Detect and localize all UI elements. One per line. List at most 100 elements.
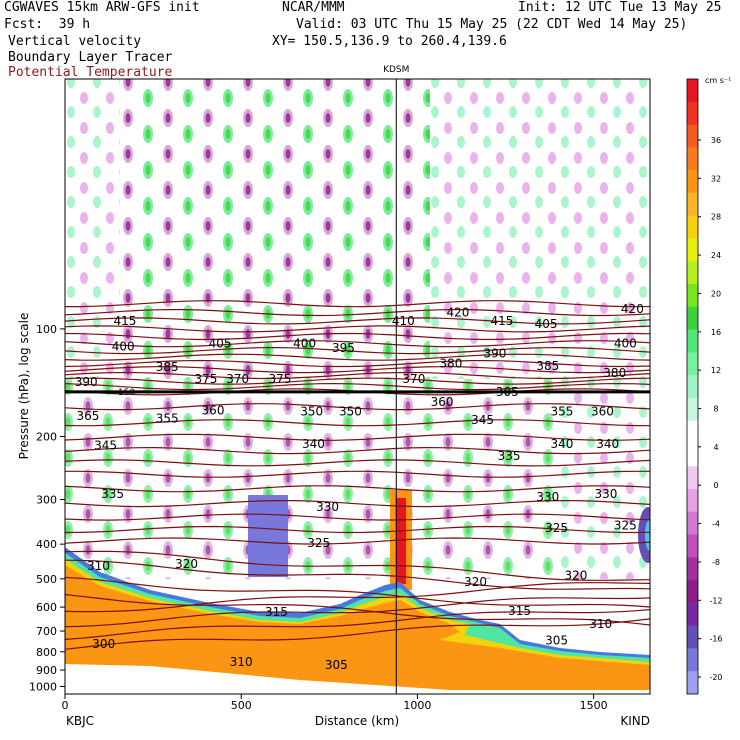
theta-label: 355 <box>156 411 179 425</box>
theta-label: 325 <box>614 519 637 533</box>
theta-label: 305 <box>545 634 568 648</box>
theta-label: 325 <box>307 536 330 550</box>
isentrope-line <box>65 433 650 441</box>
theta-label: 315 <box>265 605 288 619</box>
theta-label: 400 <box>112 339 135 353</box>
theta-label: 335 <box>101 487 124 501</box>
east-edge-feature-core <box>645 519 650 551</box>
colorbar-swatch <box>687 147 698 171</box>
theta-label: 350 <box>300 404 323 418</box>
theta-label: 375 <box>269 372 292 386</box>
valid-time: Valid: 03 UTC Thu 15 May 25 (22 CDT Wed … <box>296 17 688 32</box>
isentrope-line <box>65 525 650 534</box>
isentrope-line <box>65 597 650 628</box>
colorbar-swatch <box>687 511 698 536</box>
colorbar-swatch <box>687 625 698 649</box>
isentrope-line <box>65 353 650 361</box>
theta-label: 340 <box>302 437 325 451</box>
field-potential-temperature: Potential Temperature <box>8 65 173 80</box>
theta-label: 305 <box>325 658 348 672</box>
terrain <box>65 664 650 694</box>
theta-label: 310 <box>87 559 110 573</box>
colorbar-swatch <box>687 420 698 444</box>
init-time: Init: 12 UTC Tue 13 May 25 <box>518 0 722 15</box>
colorbar-swatch <box>687 352 698 376</box>
theta-label: 345 <box>94 439 117 453</box>
y-tick-label: 600 <box>36 601 57 614</box>
colorbar-swatch <box>687 648 698 672</box>
isentrope-line <box>65 300 650 308</box>
theta-label: 410 <box>392 314 415 328</box>
colorbar-label: -20 <box>709 673 722 682</box>
theta-label: 360 <box>431 395 454 409</box>
y-axis: 100 200 300 400 500 600 700 800 900 1000 <box>29 323 65 693</box>
plot-area <box>65 79 650 694</box>
theta-label: 320 <box>464 575 487 589</box>
theta-label: 370 <box>402 372 425 386</box>
colorbar-swatch <box>687 671 698 695</box>
colorbar-label: 4 <box>713 443 718 452</box>
y-tick-label: 200 <box>36 431 57 444</box>
tropopause-label: 150 <box>118 388 135 398</box>
colorbar-label: -8 <box>712 558 720 567</box>
y-tick-label: 800 <box>36 646 57 659</box>
theta-label: 375 <box>195 372 218 386</box>
theta-label: 380 <box>439 357 462 371</box>
x-axis-title: Distance (km) <box>315 714 399 728</box>
upper-wave-field-central <box>330 79 430 379</box>
x-tick-label: 0 <box>62 699 69 712</box>
theta-label: 350 <box>339 404 362 418</box>
isentrope-line <box>65 582 650 613</box>
model-title: CGWAVES 15km ARW-GFS init <box>4 0 200 15</box>
theta-label: 335 <box>498 449 521 463</box>
isentrope-line <box>65 366 650 374</box>
y-tick-label: 400 <box>36 538 57 551</box>
colorbar-label: 16 <box>711 328 721 337</box>
colorbar-swatch <box>687 443 698 467</box>
theta-label: 330 <box>536 490 559 504</box>
colorbar-label: 24 <box>711 251 721 260</box>
x-tick-label: 1500 <box>580 699 608 712</box>
isentrope-line <box>65 618 650 650</box>
y-axis-title: Pressure (hPa), log scale <box>17 313 31 460</box>
mid-velocity-field-east <box>560 379 650 579</box>
theta-label: 390 <box>75 375 98 389</box>
isentrope-line <box>65 550 650 581</box>
theta-label: 390 <box>483 346 506 360</box>
colorbar-swatch <box>687 261 698 285</box>
potential-temperature-labels: 415 410 420 415 405 420 400 405 400 395 380 390 385 4… <box>75 302 644 672</box>
isentrope-line <box>65 500 650 508</box>
isentrope-line <box>65 559 650 590</box>
cross-section-xy: XY= 150.5,136.9 to 260.4,139.6 <box>272 34 507 49</box>
colorbar-swatch <box>687 397 698 422</box>
isentrope-line <box>65 609 650 640</box>
x-tick-label: 1000 <box>403 699 431 712</box>
y-tick-label: 700 <box>36 625 57 638</box>
forecast-hour: Fcst: 39 h <box>4 17 91 32</box>
theta-label: 365 <box>76 409 99 423</box>
y-tick-label: 500 <box>36 573 57 586</box>
colorbar-label: 32 <box>711 174 721 183</box>
colorbar-label: -16 <box>709 635 722 644</box>
colorbar-swatch <box>687 580 698 604</box>
y-tick-label: 100 <box>36 323 57 336</box>
colorbar: 36 32 28 24 20 16 12 8 4 0 -4 -8 -12 -16 -20 <box>686 78 723 695</box>
theta-label: 415 <box>491 314 514 328</box>
y-tick-label: 900 <box>36 664 57 677</box>
theta-label: 310 <box>230 655 253 669</box>
colorbar-swatch <box>687 466 698 490</box>
x-axis: 0 500 1000 1500 <box>62 694 608 712</box>
colorbar-swatch <box>687 329 698 353</box>
plot-frame <box>64 78 651 695</box>
boundary-layer-core <box>65 565 650 694</box>
theta-label: 400 <box>614 337 637 351</box>
theta-label: 310 <box>589 617 612 631</box>
theta-label: 385 <box>536 359 559 373</box>
colorbar-units: cm s⁻¹ <box>705 76 731 85</box>
theta-label: 385 <box>156 360 179 374</box>
theta-label: 315 <box>508 604 531 618</box>
isentrope-line <box>65 325 650 333</box>
x-tick-label: 500 <box>231 699 252 712</box>
isentrope-line <box>65 576 650 608</box>
